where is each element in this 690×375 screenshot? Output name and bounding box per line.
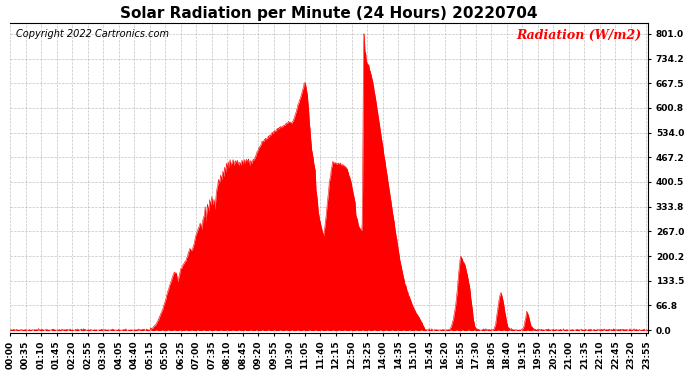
Text: Copyright 2022 Cartronics.com: Copyright 2022 Cartronics.com	[17, 29, 170, 39]
Title: Solar Radiation per Minute (24 Hours) 20220704: Solar Radiation per Minute (24 Hours) 20…	[120, 6, 538, 21]
Text: Radiation (W/m2): Radiation (W/m2)	[517, 29, 642, 42]
